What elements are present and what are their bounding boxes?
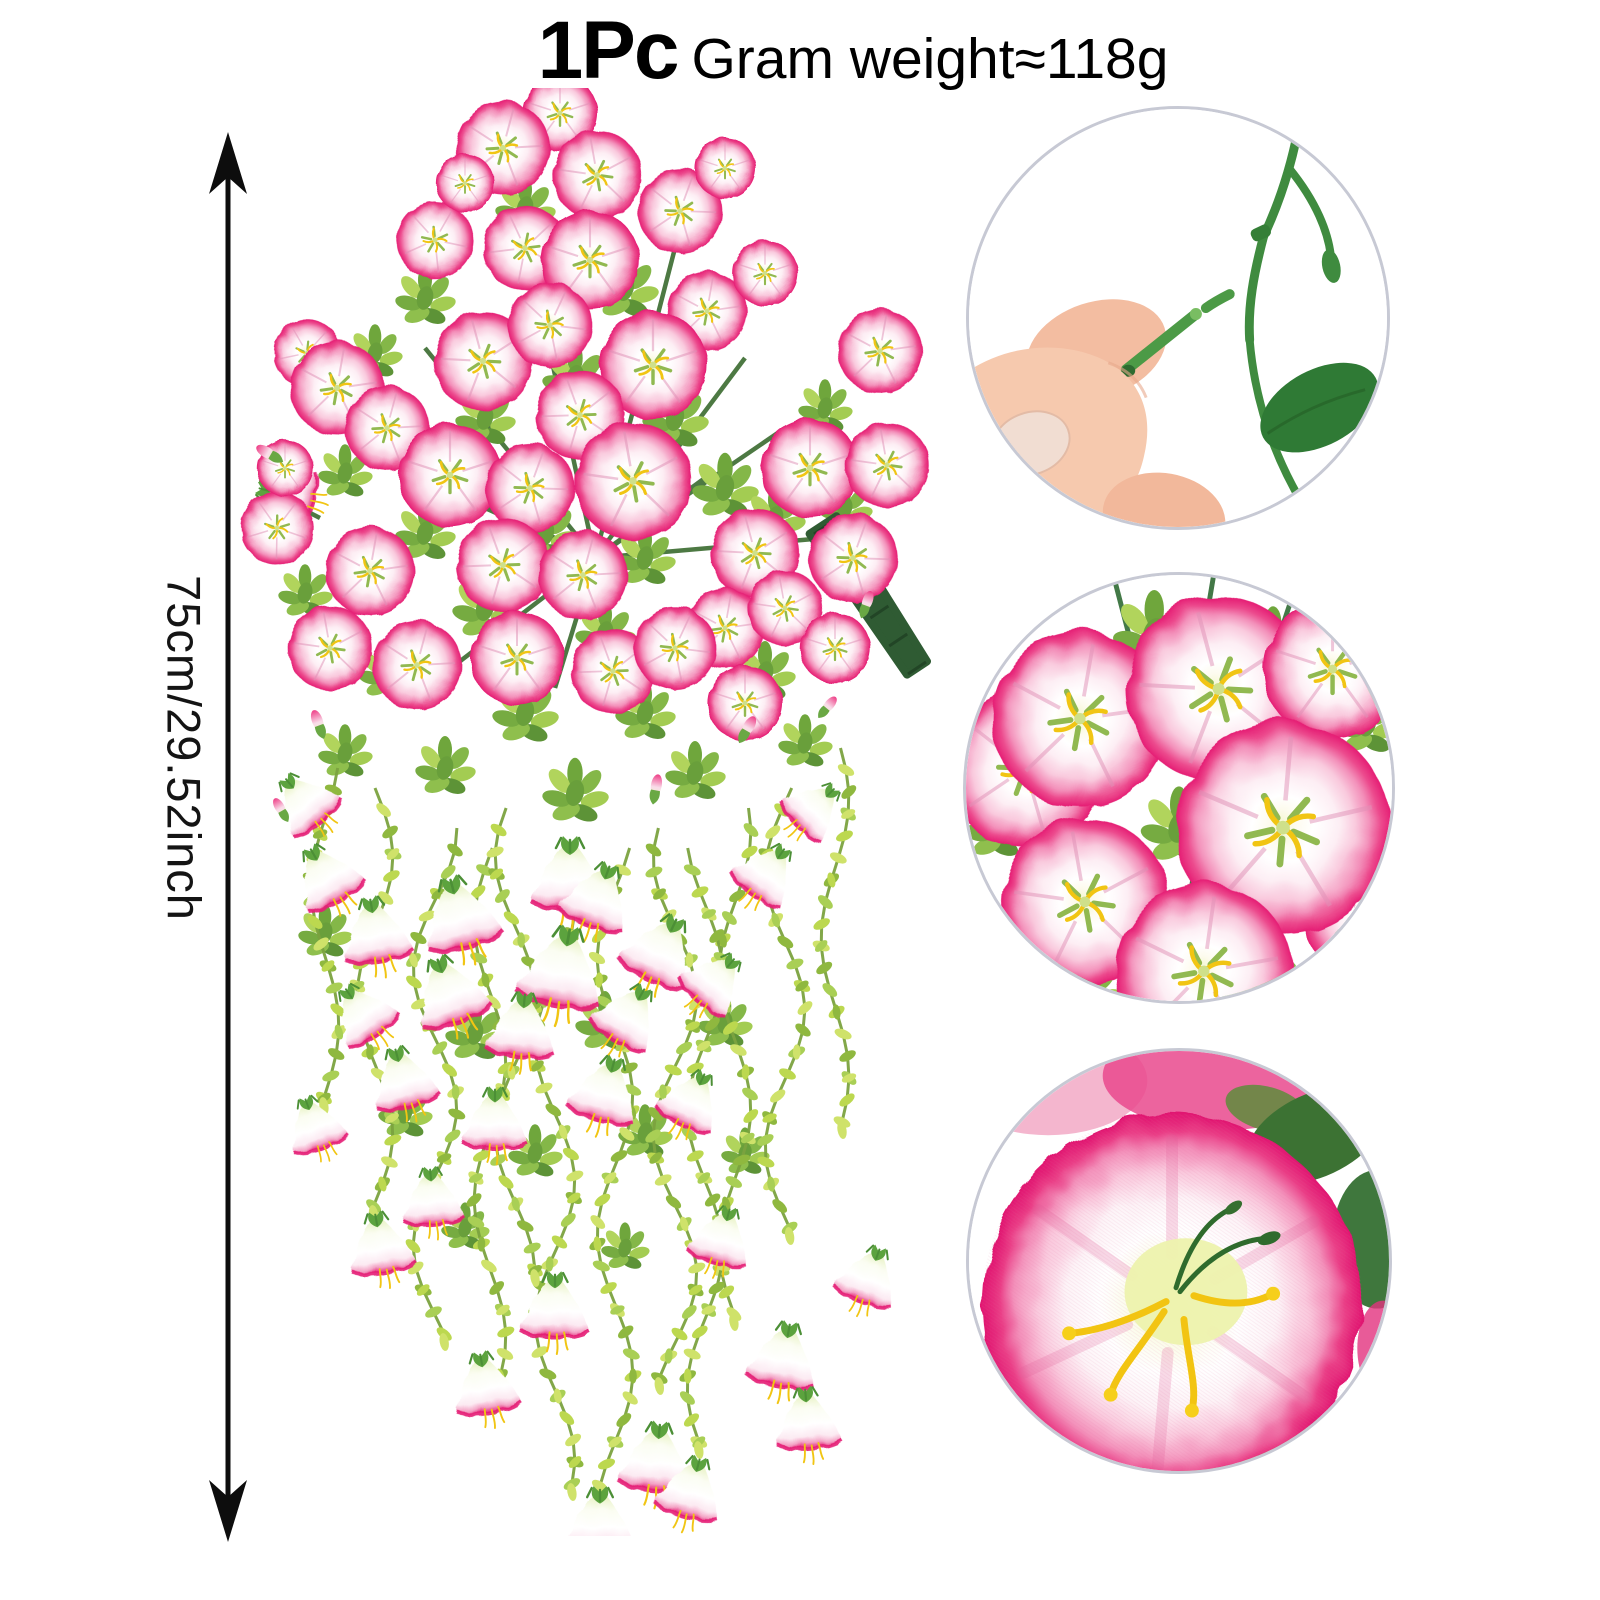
weight-label: Gram weight≈118g [691,27,1169,91]
detail-circle-flower-macro [966,1048,1392,1474]
product-photo-flower-bush [225,88,960,1536]
quantity-label: 1Pc [537,5,680,96]
single-flower-macro-illustration [969,1051,1389,1471]
page-title: 1Pc Gram weight≈118g [538,4,1169,98]
dimension-arrow [209,132,247,1542]
flower-cluster-closeup-illustration [966,575,1392,1001]
dimension-label: 75cm/29.52inch [157,575,211,921]
detail-circle-flower-cluster [963,572,1395,1004]
hand-stem-assembly-illustration [969,109,1387,527]
detail-circle-stem-assembly [966,106,1390,530]
